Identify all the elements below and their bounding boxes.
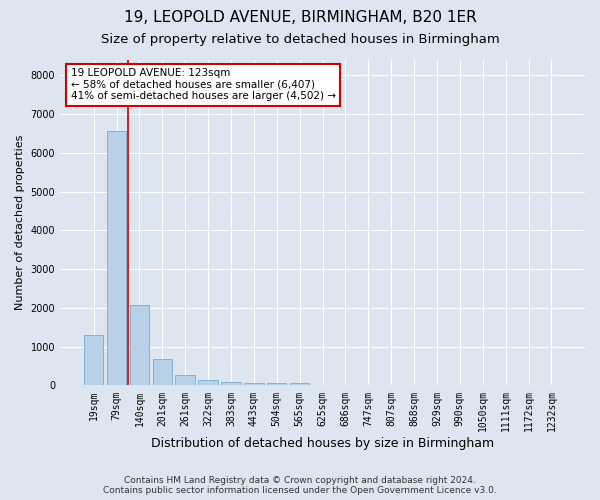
Y-axis label: Number of detached properties: Number of detached properties — [15, 135, 25, 310]
X-axis label: Distribution of detached houses by size in Birmingham: Distribution of detached houses by size … — [151, 437, 494, 450]
Bar — [130, 305, 149, 386]
Bar — [152, 358, 172, 386]
Bar — [221, 382, 241, 386]
Text: Size of property relative to detached houses in Birmingham: Size of property relative to detached ho… — [101, 32, 499, 46]
Bar — [267, 384, 286, 386]
Bar — [244, 384, 263, 386]
Text: Contains HM Land Registry data © Crown copyright and database right 2024.
Contai: Contains HM Land Registry data © Crown c… — [103, 476, 497, 495]
Text: 19 LEOPOLD AVENUE: 123sqm
← 58% of detached houses are smaller (6,407)
41% of se: 19 LEOPOLD AVENUE: 123sqm ← 58% of detac… — [71, 68, 335, 102]
Bar — [84, 335, 103, 386]
Bar — [290, 383, 310, 386]
Bar — [199, 380, 218, 386]
Bar — [107, 130, 126, 386]
Text: 19, LEOPOLD AVENUE, BIRMINGHAM, B20 1ER: 19, LEOPOLD AVENUE, BIRMINGHAM, B20 1ER — [124, 10, 476, 25]
Bar — [175, 375, 195, 386]
